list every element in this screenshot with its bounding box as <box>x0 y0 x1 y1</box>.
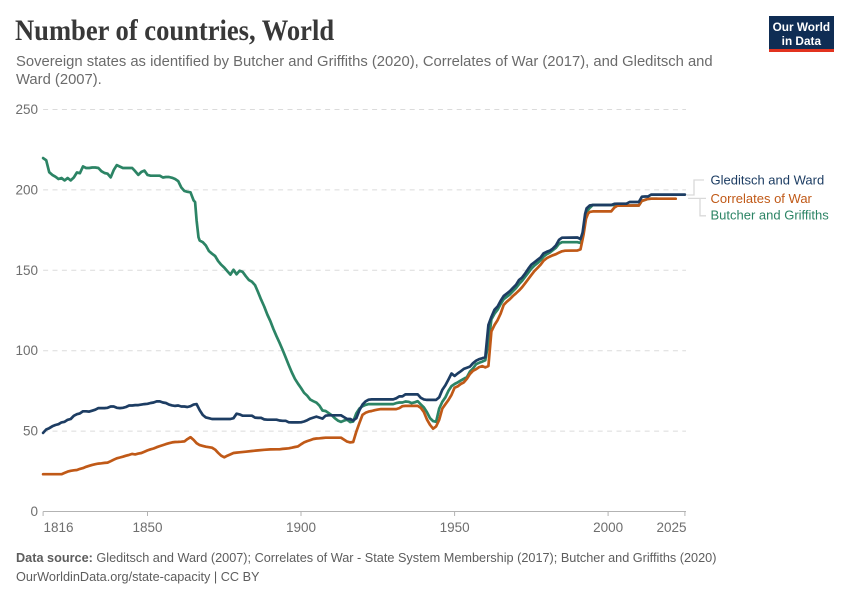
svg-text:100: 100 <box>15 343 38 358</box>
svg-text:Correlates of War: Correlates of War <box>711 191 813 206</box>
svg-text:2025: 2025 <box>656 520 686 535</box>
svg-text:150: 150 <box>15 263 38 278</box>
svg-text:250: 250 <box>15 102 38 117</box>
svg-text:1950: 1950 <box>440 520 470 535</box>
svg-text:50: 50 <box>23 424 38 439</box>
svg-text:2000: 2000 <box>593 520 623 535</box>
svg-text:Gleditsch and Ward: Gleditsch and Ward <box>711 173 825 188</box>
svg-text:1850: 1850 <box>132 520 162 535</box>
svg-text:0: 0 <box>30 504 38 519</box>
svg-text:1816: 1816 <box>44 520 74 535</box>
svg-text:200: 200 <box>15 182 38 197</box>
svg-text:1900: 1900 <box>286 520 316 535</box>
svg-text:Butcher and Griffiths: Butcher and Griffiths <box>711 208 830 223</box>
